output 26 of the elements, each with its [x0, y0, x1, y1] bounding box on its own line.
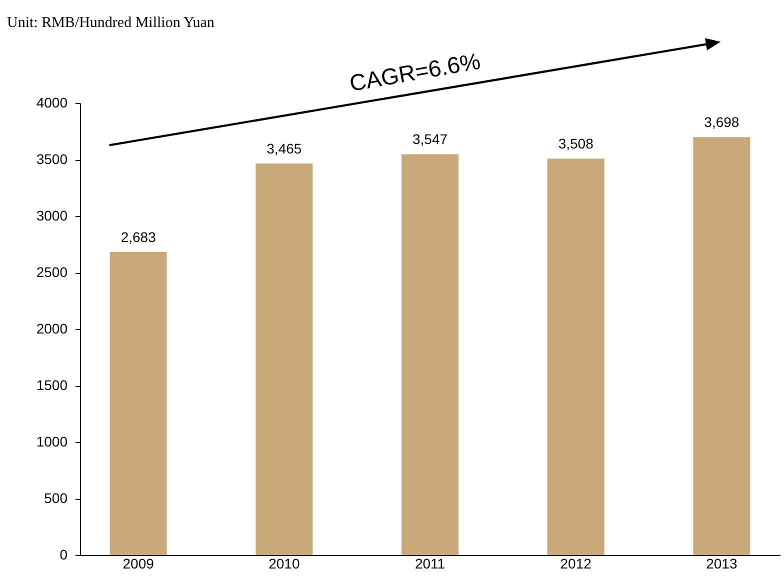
x-tick-label: 2011 [414, 556, 446, 572]
y-tick-label: 4000 [36, 94, 68, 110]
y-tick-label: 0 [60, 546, 68, 562]
bar [547, 158, 604, 555]
y-tick-label: 3500 [36, 151, 68, 167]
y-tick-label: 2500 [36, 264, 68, 280]
data-label: 2,683 [120, 228, 156, 245]
y-tick-label: 3000 [36, 208, 68, 224]
text: CAGR=6.6% [347, 48, 482, 96]
x-tick-label: 2009 [122, 556, 154, 572]
bar [256, 163, 313, 555]
x-tick-label: 2012 [560, 556, 592, 572]
bar [693, 137, 750, 555]
bar [110, 252, 167, 555]
x-tick-label: 2010 [268, 556, 300, 572]
text: Unit: RMB/Hundred Million Yuan [7, 15, 215, 31]
y-tick-label: 1500 [36, 377, 68, 393]
data-label: 3,547 [412, 131, 448, 148]
data-label: 3,508 [558, 136, 594, 152]
data-label: 3,465 [266, 140, 302, 156]
x-tick-label: 2013 [706, 556, 738, 572]
y-tick-label: 1000 [36, 434, 68, 450]
bar [402, 154, 458, 555]
y-tick-label: 500 [44, 490, 68, 506]
y-tick-label: 2000 [36, 320, 68, 336]
data-label: 3,698 [704, 114, 740, 130]
